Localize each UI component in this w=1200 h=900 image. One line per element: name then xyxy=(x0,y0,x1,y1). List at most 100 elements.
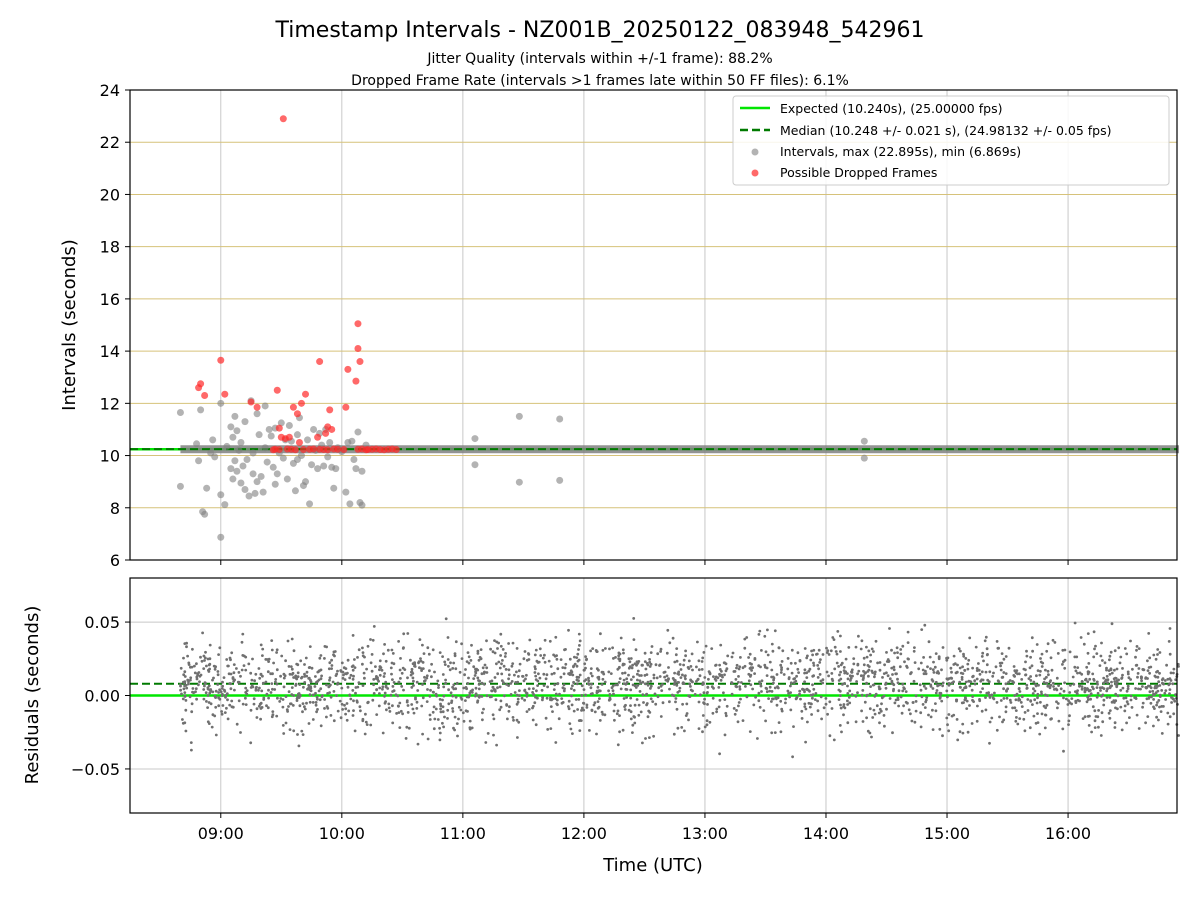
residual-point xyxy=(593,701,597,705)
residual-point xyxy=(467,695,471,699)
residual-point xyxy=(397,711,401,714)
residual-point xyxy=(924,669,927,673)
residual-point xyxy=(480,672,484,676)
interval-point xyxy=(291,487,299,495)
residual-point xyxy=(1067,723,1070,726)
residual-point xyxy=(1018,690,1022,693)
residual-point xyxy=(326,706,330,710)
residual-point xyxy=(662,671,666,674)
dropped-frame-point xyxy=(326,406,334,414)
intervals-y-tick-label: 18 xyxy=(100,238,120,257)
residual-point xyxy=(335,672,339,676)
residual-point xyxy=(508,705,511,709)
residual-point xyxy=(682,658,686,662)
residual-point xyxy=(480,695,484,698)
residual-point xyxy=(1051,638,1055,642)
residual-point xyxy=(646,680,650,684)
residual-point xyxy=(439,710,443,714)
residual-point xyxy=(1055,700,1058,704)
residual-point xyxy=(553,683,557,687)
legend-dropped-swatch xyxy=(751,169,759,177)
residual-point xyxy=(882,672,886,675)
residual-point xyxy=(259,717,262,721)
x-tick-label: 14:00 xyxy=(803,824,849,843)
residual-point xyxy=(347,709,351,713)
residual-point xyxy=(582,688,586,691)
residual-point xyxy=(358,705,362,709)
residual-point xyxy=(509,693,513,696)
interval-point xyxy=(217,533,225,541)
residual-point xyxy=(929,715,933,719)
residual-point xyxy=(1108,685,1112,689)
residual-point xyxy=(418,666,421,670)
residual-point xyxy=(207,722,211,725)
residual-point xyxy=(216,673,220,677)
residual-point xyxy=(920,628,924,631)
residual-point xyxy=(1002,697,1006,700)
residual-point xyxy=(972,700,975,703)
residual-point xyxy=(401,647,405,650)
residual-point xyxy=(700,668,704,671)
residual-point xyxy=(1046,642,1050,646)
residual-point xyxy=(1087,662,1091,665)
residual-point xyxy=(447,664,450,668)
residual-point xyxy=(1123,709,1127,713)
residual-point xyxy=(702,682,705,686)
residual-point xyxy=(917,667,921,671)
residual-point xyxy=(888,677,892,681)
residual-point xyxy=(518,694,521,697)
residual-point xyxy=(434,707,438,711)
residual-point xyxy=(590,682,593,686)
residual-point xyxy=(426,688,429,691)
residual-point xyxy=(703,702,706,706)
residual-point xyxy=(966,662,970,666)
residual-point xyxy=(318,698,322,702)
residual-point xyxy=(279,697,283,700)
residual-point xyxy=(768,660,772,664)
residual-point xyxy=(736,720,740,724)
interval-point xyxy=(251,489,259,497)
residual-point xyxy=(247,662,251,666)
residual-point xyxy=(1156,675,1160,679)
residual-point xyxy=(846,703,849,706)
residual-point xyxy=(296,675,300,679)
residual-point xyxy=(984,708,988,712)
residual-point xyxy=(270,682,274,685)
residual-point xyxy=(190,748,193,752)
residual-point xyxy=(305,670,309,674)
residual-point xyxy=(848,689,852,693)
residual-point xyxy=(220,687,224,690)
residual-point xyxy=(311,693,315,697)
residual-point xyxy=(1137,687,1140,691)
residual-point xyxy=(846,677,850,681)
residual-point xyxy=(992,697,996,701)
residual-point xyxy=(896,656,900,660)
residual-point xyxy=(224,694,228,697)
residual-point xyxy=(486,732,490,735)
residual-point xyxy=(318,656,322,660)
residual-point xyxy=(576,652,580,656)
interval-point xyxy=(271,480,279,488)
residual-point xyxy=(235,667,238,670)
residual-point xyxy=(952,680,955,684)
residual-point xyxy=(382,675,386,678)
residual-point xyxy=(441,721,444,725)
residual-point xyxy=(667,666,670,669)
residual-point xyxy=(614,683,618,687)
residual-point xyxy=(319,668,323,672)
residual-point xyxy=(1152,724,1155,728)
residual-point xyxy=(643,674,647,677)
residual-point xyxy=(474,692,478,696)
residual-point xyxy=(970,688,974,692)
residual-point xyxy=(718,698,722,702)
residual-point xyxy=(398,701,402,705)
dropped-frame-point xyxy=(310,445,318,453)
residual-point xyxy=(828,700,832,704)
residual-point xyxy=(875,704,879,708)
residual-point xyxy=(792,725,795,728)
residual-point xyxy=(857,634,860,638)
residual-point xyxy=(383,643,386,646)
residual-point xyxy=(228,656,232,660)
residual-point xyxy=(1046,684,1050,688)
